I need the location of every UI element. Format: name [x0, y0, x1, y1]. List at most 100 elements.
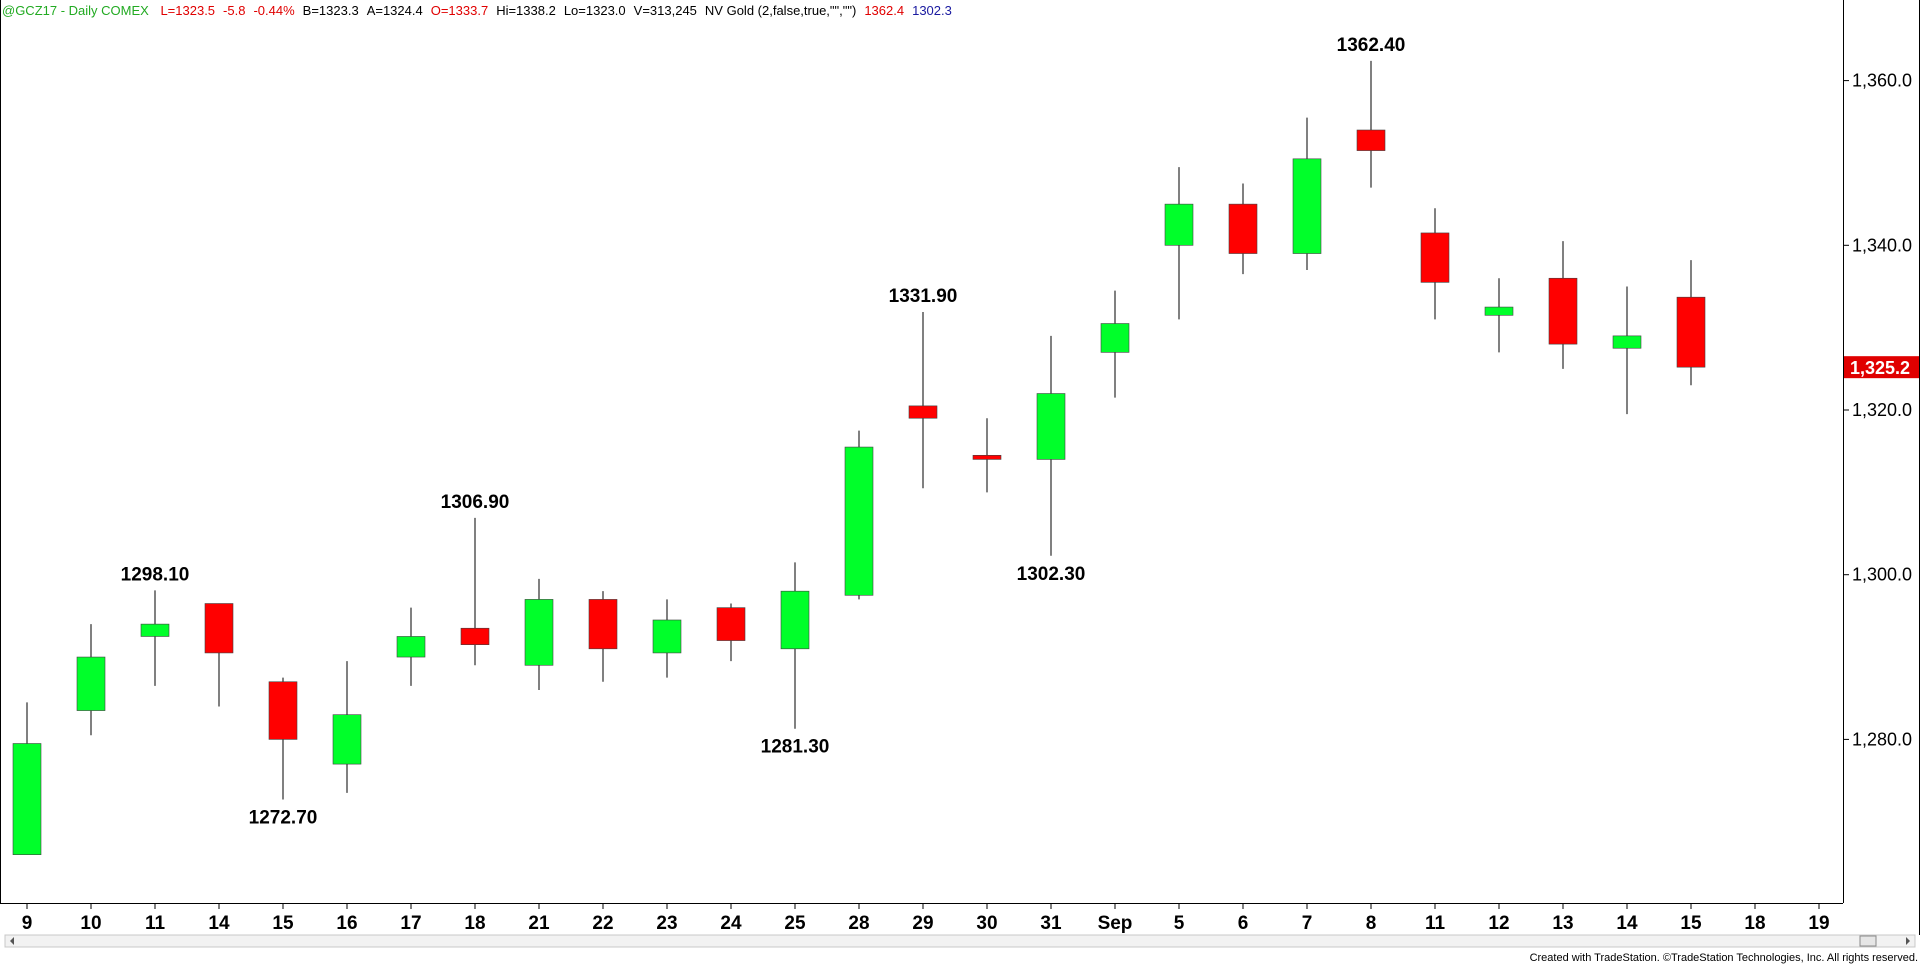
price-annotations: 1298.10 1272.70 1306.90 1281.30 1331.90 1302.… — [121, 35, 1406, 829]
x-tick-label: 14 — [1616, 913, 1638, 934]
x-tick-label: Sep — [1098, 913, 1133, 934]
candle-12[interactable] — [780, 562, 810, 729]
candle-17[interactable] — [1100, 290, 1130, 398]
candle-body-down — [268, 681, 298, 740]
header-field-5: O=1333.7 — [431, 3, 488, 18]
header-field-4: A=1324.4 — [367, 3, 423, 18]
date-axis: 9 10 11 14 15 16 17 18 21 22 23 24 25 28 29 30 31 Sep 5 6 7 8… — [0, 903, 1843, 934]
candle-3[interactable] — [204, 603, 234, 707]
x-tick-label: 18 — [464, 913, 485, 934]
candle-0[interactable] — [12, 702, 42, 855]
header-field-11: 1302.3 — [912, 3, 952, 18]
candle-9[interactable] — [588, 591, 618, 682]
candle-body-down — [1228, 203, 1258, 254]
candle-body-up — [1164, 203, 1194, 246]
candle-body-up — [332, 714, 362, 765]
price-annotation: 1281.30 — [761, 737, 830, 758]
x-tick-label: 23 — [656, 913, 677, 934]
candle-20[interactable] — [1292, 117, 1322, 271]
x-tick-label: 22 — [592, 913, 613, 934]
x-tick-label: 13 — [1552, 913, 1573, 934]
price-annotation: 1306.90 — [441, 492, 510, 513]
candle-1[interactable] — [76, 624, 106, 736]
x-tick-label: 7 — [1302, 913, 1313, 934]
header-field-2: -0.44% — [253, 3, 295, 18]
x-tick-label: 19 — [1808, 913, 1829, 934]
y-tick-label: 1,320.0 — [1852, 400, 1912, 420]
last-price-badge: 1,325.2 — [1844, 356, 1919, 379]
x-tick-label: 10 — [80, 913, 101, 934]
candle-19[interactable] — [1228, 183, 1258, 275]
candle-body-down — [1356, 129, 1386, 151]
x-tick-label: 12 — [1488, 913, 1509, 934]
candle-16[interactable] — [1036, 335, 1066, 556]
candle-body-up — [76, 656, 106, 711]
x-tick-label: 5 — [1174, 913, 1185, 934]
candle-4[interactable] — [268, 677, 298, 800]
credit-text: Created with TradeStation. ©TradeStation… — [1530, 952, 1918, 964]
scrollbar-thumb[interactable] — [1859, 935, 1877, 947]
header-field-9: NV Gold (2,false,true,"","") — [705, 3, 856, 18]
candle-body-down — [588, 599, 618, 650]
x-tick-label: 15 — [272, 913, 294, 934]
header-field-6: Hi=1338.2 — [496, 3, 556, 18]
x-tick-label: 31 — [1040, 913, 1062, 934]
candle-15[interactable] — [972, 418, 1002, 493]
candle-8[interactable] — [524, 578, 554, 690]
candle-body-down — [716, 607, 746, 641]
scroll-left-icon[interactable] — [10, 937, 14, 945]
price-annotation: 1272.70 — [249, 808, 318, 829]
candle-body-down — [1548, 277, 1578, 345]
header-field-10: 1362.4 — [864, 3, 904, 18]
candle-7[interactable] — [460, 517, 490, 666]
x-tick-label: 29 — [912, 913, 933, 934]
horizontal-scrollbar[interactable] — [4, 934, 1916, 948]
candle-body-up — [1292, 158, 1322, 254]
chart-header: @GCZ17 - Daily COMEX L=1323.5 -5.8 -0.44% B… — [2, 3, 952, 18]
candle-23[interactable] — [1484, 278, 1514, 353]
last-price-badge-bg — [1844, 356, 1919, 379]
candle-24[interactable] — [1548, 241, 1578, 369]
price-axis: 1,280.0 1,300.0 1,320.0 1,340.0 1,360.0 1,325… — [1843, 0, 1920, 935]
candle-body-up — [780, 590, 810, 650]
candle-body-down — [908, 405, 938, 419]
plot-area[interactable] — [0, 0, 1706, 903]
candle-body-down — [204, 603, 234, 654]
candle-body-down — [460, 627, 490, 645]
candle-body-up — [140, 623, 170, 637]
candle-2[interactable] — [140, 590, 170, 686]
candle-body-up — [524, 599, 554, 666]
candle-6[interactable] — [396, 607, 426, 686]
candle-body-up — [844, 446, 874, 596]
candle-22[interactable] — [1420, 208, 1450, 320]
candle-11[interactable] — [716, 603, 746, 662]
candle-13[interactable] — [844, 430, 874, 600]
candle-body-up — [652, 619, 682, 654]
candle-14[interactable] — [908, 312, 938, 489]
x-tick-label: 6 — [1238, 913, 1249, 934]
scroll-right-icon[interactable] — [1906, 937, 1910, 945]
y-tick-label: 1,300.0 — [1852, 565, 1912, 585]
candle-25[interactable] — [1612, 286, 1642, 415]
candle-26[interactable] — [1676, 260, 1706, 386]
x-tick-label: 30 — [976, 913, 997, 934]
x-tick-label: 11 — [1425, 913, 1446, 934]
x-tick-label: 11 — [145, 913, 166, 934]
x-tick-label: 18 — [1744, 913, 1765, 934]
candle-18[interactable] — [1164, 167, 1194, 320]
candle-body-down — [1676, 296, 1706, 368]
price-annotation: 1302.30 — [1017, 564, 1086, 585]
candle-body-up — [1036, 393, 1066, 460]
candle-body-up — [1100, 323, 1130, 353]
price-annotation: 1298.10 — [121, 564, 190, 585]
y-tick-label: 1,280.0 — [1852, 729, 1912, 749]
header-field-7: Lo=1323.0 — [564, 3, 626, 18]
candle-5[interactable] — [332, 661, 362, 793]
candle-body-up — [1612, 335, 1642, 349]
x-tick-label: 24 — [720, 913, 742, 934]
candle-21[interactable] — [1356, 60, 1386, 188]
candle-10[interactable] — [652, 599, 682, 678]
x-tick-label: 16 — [336, 913, 357, 934]
